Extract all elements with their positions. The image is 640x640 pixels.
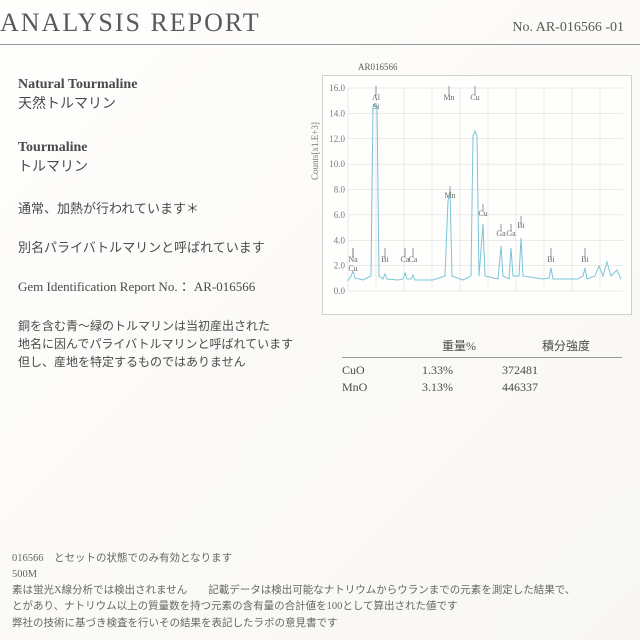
alias-note: 別名パライバトルマリンと呼ばれています [18,239,310,258]
foot-2: 500M [12,567,628,583]
svg-text:Bi: Bi [547,255,555,264]
svg-text:8.0: 8.0 [334,185,346,195]
gem-jpn-1: 天然トルマリン [18,95,310,115]
gem-id: Gem Identification Report No. ：AR-016566 [18,278,310,297]
gem-name-1: Natural Tourmaline 天然トルマリン [18,75,310,116]
svg-text:14.0: 14.0 [329,108,345,118]
chart-ylabel: Counts[x1.E+3] [310,122,320,180]
foot-1: 016566 とセットの状態でのみ有効となります [12,551,628,567]
right-column: AR016566 Counts[x1.E+3] 0.02.04.06.08.01… [322,75,632,396]
chart-svg: 0.02.04.06.08.010.012.014.016.0 AlSiMnCu… [323,76,633,316]
cell-label: CuO [342,363,402,378]
foot-3: 素は蛍光X線分析では検出されません 記載データは検出可能なナトリウムからウランま… [12,583,628,599]
cell-wt: 1.33% [422,363,482,378]
svg-text:10.0: 10.0 [329,159,345,169]
svg-text:Si: Si [373,102,380,111]
table-header: 重量% 積分強度 [342,337,622,358]
col-weight: 重量% [442,337,502,354]
gem-eng-1: Natural Tourmaline [18,75,310,95]
desc-3: 但し、産地を特定するものではありません [18,353,310,371]
body: Natural Tourmaline 天然トルマリン Tourmaline トル… [0,45,640,396]
result-table: 重量% 積分強度 CuO 1.33% 372481 MnO 3.13% 4463… [342,337,622,396]
svg-text:Bi: Bi [581,255,589,264]
col-intensity: 積分強度 [542,337,622,354]
desc-2: 地名に因んでパライバトルマリンと呼ばれています [18,335,310,353]
foot-4: とがあり、ナトリウム以上の質量数を持つ元素の含有量の合計値を100として算出され… [12,599,628,615]
svg-text:16.0: 16.0 [329,83,345,93]
svg-text:Bi: Bi [381,255,389,264]
header: ANALYSIS REPORT No. AR-016566 -01 [0,0,640,45]
svg-text:6.0: 6.0 [334,210,346,220]
table-row: MnO 3.13% 446337 [342,379,622,396]
gem-jpn-2: トルマリン [18,158,310,178]
chart-sample-id: AR016566 [358,62,398,72]
svg-text:Cu: Cu [348,264,357,273]
svg-text:0.0: 0.0 [334,286,346,296]
description: 銅を含む青～緑のトルマリンは当初産出された 地名に因んでパライバトルマリンと呼ば… [18,317,310,371]
cell-wt: 3.13% [422,380,482,395]
svg-text:Al: Al [372,93,381,102]
gem-name-2: Tourmaline トルマリン [18,138,310,179]
svg-text:4.0: 4.0 [334,235,346,245]
gem-eng-2: Tourmaline [18,138,310,158]
table-row: CuO 1.33% 372481 [342,362,622,379]
treatment-note: 通常、加熱が行われています＊ [18,200,310,219]
page-title: ANALYSIS REPORT [0,8,261,38]
svg-text:12.0: 12.0 [329,134,345,144]
footer-notes: 016566 とセットの状態でのみ有効となります 500M 素は蛍光X線分析では… [0,551,640,632]
foot-5: 弊社の技術に基づき検査を行いその結果を表記したラボの意見書です [12,616,628,632]
desc-1: 銅を含む青～緑のトルマリンは当初産出された [18,317,310,335]
left-column: Natural Tourmaline 天然トルマリン Tourmaline トル… [18,75,310,396]
cell-label: MnO [342,380,402,395]
svg-text:2.0: 2.0 [334,261,346,271]
cell-int: 372481 [502,363,582,378]
report-number: No. AR-016566 -01 [512,20,624,36]
spectrum-chart: AR016566 Counts[x1.E+3] 0.02.04.06.08.01… [322,75,632,315]
svg-text:Bi: Bi [517,221,525,230]
cell-int: 446337 [502,380,582,395]
